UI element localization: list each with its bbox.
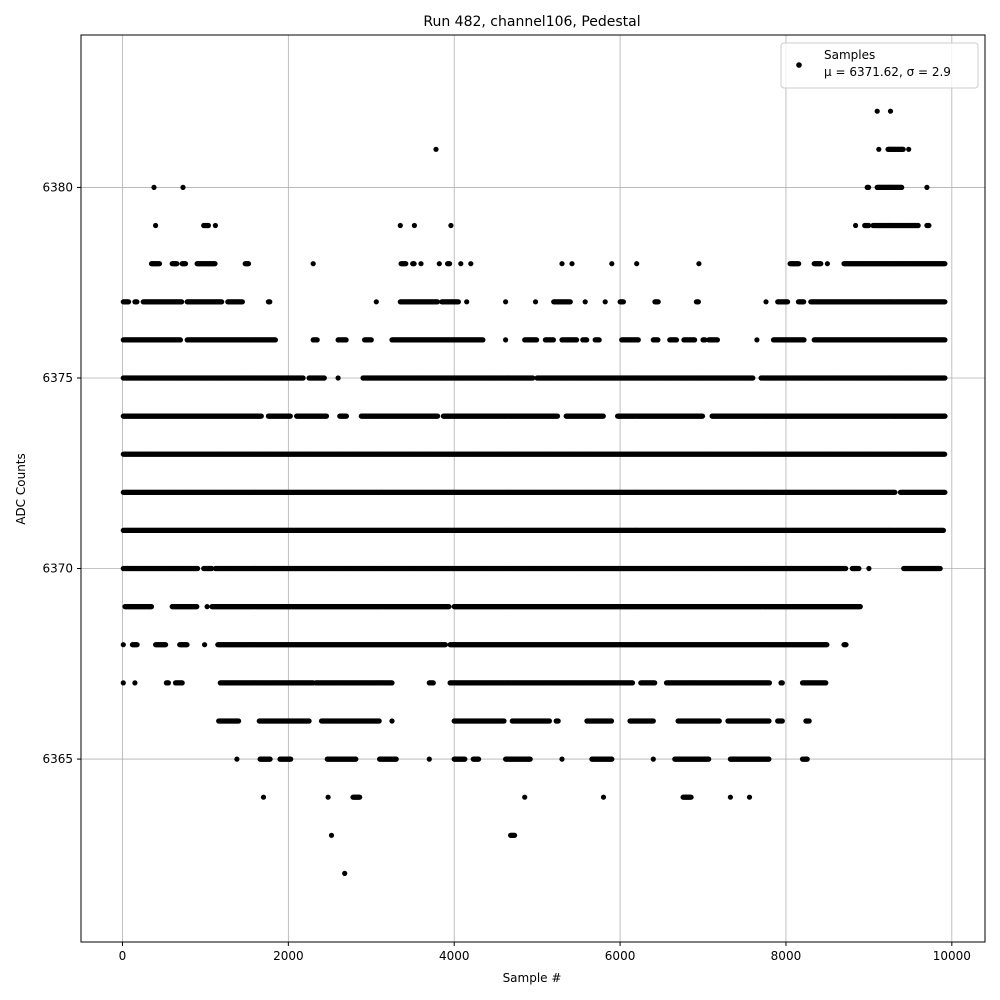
data-point — [766, 680, 773, 686]
data-point — [288, 756, 294, 762]
data-point — [857, 604, 863, 610]
data-point — [260, 794, 267, 800]
data-point — [823, 680, 829, 686]
data-point — [856, 565, 862, 572]
data-point — [766, 718, 772, 724]
data-point — [866, 565, 872, 572]
data-point — [706, 756, 712, 762]
data-point — [393, 756, 399, 762]
data-point — [527, 756, 533, 762]
data-point — [501, 718, 507, 724]
data-point — [727, 794, 734, 800]
data-point — [446, 604, 452, 610]
data-point — [688, 794, 694, 800]
data-point — [559, 756, 565, 762]
data-point — [389, 680, 395, 686]
data-points — [120, 108, 948, 877]
data-point — [824, 642, 830, 648]
data-point — [843, 642, 849, 648]
data-point — [779, 680, 785, 686]
data-point — [652, 680, 658, 686]
chart-title: Run 482, channel106, Pedestal — [423, 14, 640, 30]
data-point — [376, 718, 382, 724]
data-point — [609, 756, 615, 762]
data-point — [120, 642, 126, 648]
data-point — [328, 832, 335, 838]
data-point — [650, 756, 656, 762]
data-point — [843, 565, 849, 572]
data-point — [716, 718, 722, 724]
data-point — [462, 756, 468, 762]
data-point — [234, 756, 240, 762]
data-point — [132, 680, 138, 686]
data-point — [325, 794, 331, 800]
data-point — [629, 680, 636, 686]
data-point — [937, 565, 943, 572]
data-point — [202, 642, 208, 648]
data-point — [357, 794, 363, 800]
data-point — [148, 604, 155, 610]
data-point — [430, 680, 436, 686]
data-point — [120, 680, 126, 686]
data-point — [267, 756, 273, 762]
data-point — [426, 756, 432, 762]
data-point — [522, 794, 528, 800]
data-point — [184, 642, 190, 648]
data-point — [546, 718, 553, 724]
data-point — [236, 718, 242, 724]
data-point — [389, 718, 395, 724]
data-point — [165, 680, 171, 686]
data-point — [511, 832, 518, 838]
data-point — [442, 642, 448, 648]
data-point — [179, 680, 185, 686]
gridlines — [81, 35, 985, 942]
data-point — [766, 756, 772, 762]
data-point — [476, 756, 482, 762]
data-point — [555, 718, 561, 724]
data-point — [806, 718, 812, 724]
data-point — [353, 756, 359, 762]
data-point — [804, 756, 810, 762]
data-point — [163, 642, 169, 648]
data-point — [779, 718, 785, 724]
data-point — [608, 718, 615, 724]
data-point — [650, 718, 656, 724]
data-point — [600, 794, 607, 800]
data-point — [204, 604, 210, 610]
data-point — [746, 794, 753, 800]
data-point — [342, 870, 348, 877]
data-point — [195, 565, 201, 572]
data-point — [134, 642, 140, 648]
data-point — [194, 604, 200, 610]
data-point — [306, 718, 312, 724]
